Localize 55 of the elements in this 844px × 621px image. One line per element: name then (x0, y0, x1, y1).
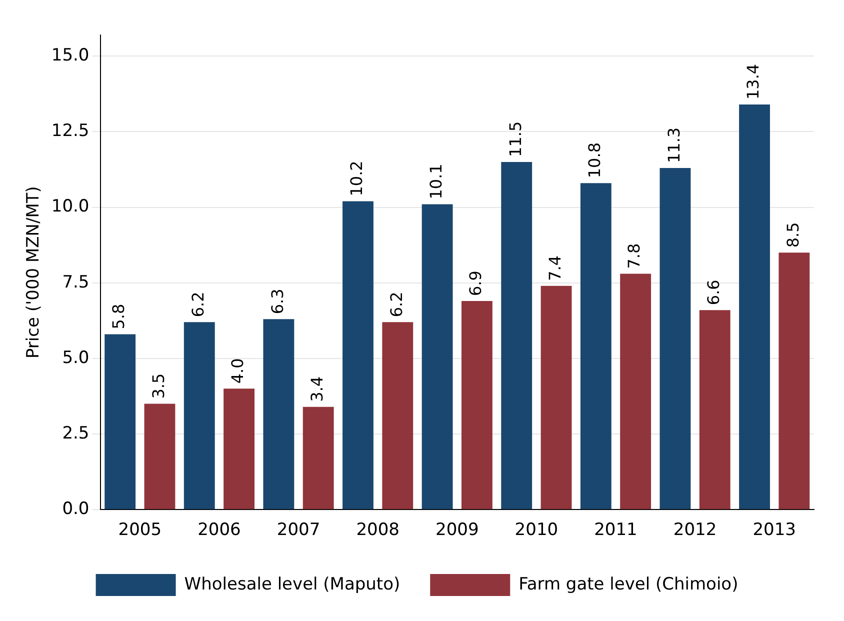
bar (660, 168, 691, 510)
data-label: 13.4 (744, 64, 763, 100)
bar (422, 204, 453, 510)
data-label: 10.8 (585, 142, 604, 178)
bar (302, 406, 334, 510)
bar (382, 322, 414, 510)
y-tick-label: 15.0 (51, 46, 90, 66)
y-tick-label: 12.5 (51, 121, 90, 142)
bar (699, 310, 730, 510)
y-axis-title: Price ('000 MZN/MT) (24, 186, 44, 359)
bar (104, 334, 136, 510)
legend-label: Farm gate level (Chimoio) (518, 574, 738, 594)
data-label: 8.5 (783, 222, 802, 248)
x-tick-label: 2007 (276, 520, 320, 540)
y-tick-label: 5.0 (62, 348, 90, 368)
bar (461, 301, 492, 510)
data-label: 3.5 (148, 373, 168, 399)
bar (540, 286, 572, 510)
bar (580, 183, 612, 510)
data-label: 6.6 (704, 280, 724, 306)
data-label: 4.0 (228, 358, 248, 384)
bar (144, 404, 176, 510)
bar (620, 274, 652, 510)
data-label: 6.3 (268, 288, 287, 314)
bar (501, 162, 532, 510)
bar (224, 388, 254, 510)
x-tick-label: 2010 (514, 520, 558, 540)
y-tick-label: 0.0 (62, 499, 90, 520)
x-tick-label: 2011 (594, 520, 638, 540)
x-tick-label: 2013 (752, 520, 796, 540)
x-tick-label: 2008 (356, 520, 400, 540)
bar (263, 319, 294, 510)
y-tick-label: 2.5 (62, 423, 90, 444)
x-tick-label: 2012 (673, 520, 717, 540)
x-tick-label: 2005 (118, 520, 162, 540)
legend-label: Wholesale level (Maputo) (184, 574, 400, 594)
data-label: 6.9 (466, 270, 486, 296)
data-label: 6.2 (188, 292, 208, 318)
y-tick-label: 10.0 (51, 196, 90, 217)
data-label: 11.5 (506, 121, 525, 157)
bar (778, 252, 810, 510)
x-tick-label: 2006 (198, 520, 241, 540)
bar (184, 322, 215, 510)
data-label: 3.4 (308, 376, 326, 402)
bar (342, 201, 374, 510)
data-label: 7.4 (545, 255, 564, 281)
data-label: 6.2 (386, 292, 406, 318)
y-tick-label: 7.5 (62, 272, 90, 292)
data-label: 10.2 (347, 160, 366, 196)
data-label: 11.3 (664, 127, 684, 164)
data-label: 5.8 (109, 304, 128, 330)
data-label: 7.8 (624, 243, 644, 269)
bar (739, 104, 770, 510)
data-label: 10.1 (426, 164, 446, 200)
x-tick-label: 2009 (435, 520, 479, 540)
